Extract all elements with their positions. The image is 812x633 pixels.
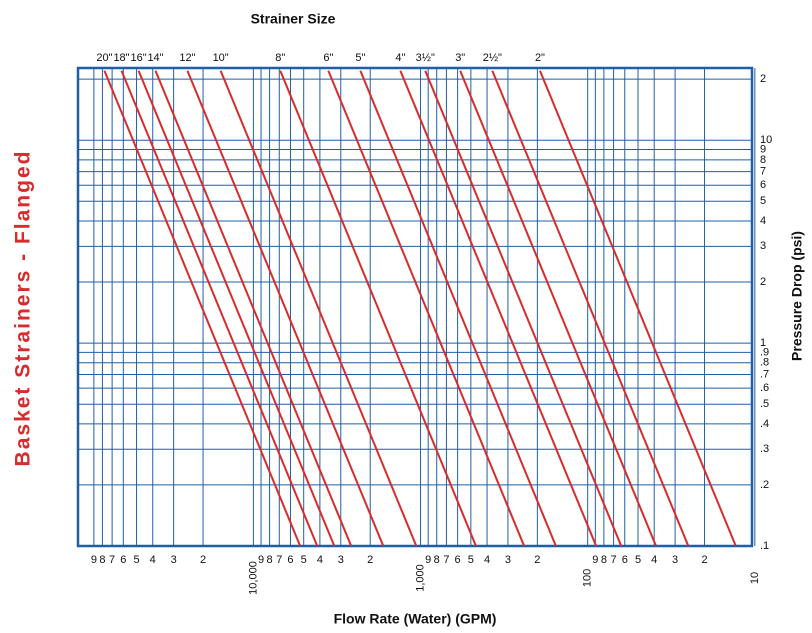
x-tick-label: 4 <box>651 554 657 566</box>
x-tick-label: 2 <box>200 554 206 566</box>
x-tick-label: 6 <box>622 554 628 566</box>
strainer-line <box>539 70 737 547</box>
x-tick-label: 9 <box>592 554 598 566</box>
y-tick-label: .7 <box>760 368 769 380</box>
x-tick-label: 10 <box>749 572 761 584</box>
x-tick-label: 9 <box>91 554 97 566</box>
y-tick-label: 5 <box>760 195 766 207</box>
x-tick-label: 8 <box>267 554 273 566</box>
y-tick-label: 10 <box>760 134 772 146</box>
strainer-line <box>279 70 477 547</box>
x-tick-label: 3 <box>672 554 678 566</box>
legend-label: 20" <box>96 52 112 64</box>
y-tick-label: .6 <box>760 382 769 394</box>
x-tick-label: 9 <box>425 554 431 566</box>
x-tick-label: 9 <box>258 554 264 566</box>
y-tick-label: .2 <box>760 479 769 491</box>
x-tick-label: 6 <box>287 554 293 566</box>
legend-label: 16" <box>131 52 147 64</box>
x-tick-label: 2 <box>367 554 373 566</box>
y-tick-label: 7 <box>760 166 766 178</box>
y-tick-label: 6 <box>760 179 766 191</box>
y-tick-label: 9 <box>760 143 766 155</box>
y-tick-label: 4 <box>760 215 766 227</box>
y-tick-label: .9 <box>760 346 769 358</box>
legend-label: 3½" <box>416 52 435 64</box>
legend-label: 4" <box>395 52 405 64</box>
y-tick-label: 2 <box>760 73 766 85</box>
y-tick-label: .1 <box>760 540 769 552</box>
x-tick-label: 8 <box>434 554 440 566</box>
strainer-line <box>154 70 353 547</box>
x-tick-label: 4 <box>484 554 490 566</box>
x-tick-label: 3 <box>505 554 511 566</box>
y-tick-label: 8 <box>760 154 766 166</box>
x-tick-label: 5 <box>635 554 641 566</box>
strainer-line <box>103 70 302 547</box>
x-tick-label: 4 <box>317 554 323 566</box>
x-tick-label: 5 <box>301 554 307 566</box>
legend-label: 3" <box>455 52 465 64</box>
x-tick-label: 7 <box>443 554 449 566</box>
x-tick-label: 100 <box>582 569 594 587</box>
legend-label: 6" <box>323 52 333 64</box>
y-tick-label: .3 <box>760 443 769 455</box>
legend-label: 10" <box>213 52 229 64</box>
y-tick-label: 1 <box>760 337 766 349</box>
x-tick-label: 7 <box>611 554 617 566</box>
x-tick-label: 2 <box>701 554 707 566</box>
x-tick-label: 1,000 <box>414 564 426 592</box>
x-tick-label: 6 <box>455 554 461 566</box>
x-tick-label: 3 <box>171 554 177 566</box>
x-tick-label: 5 <box>468 554 474 566</box>
strainer-line <box>186 70 385 547</box>
legend-label: 14" <box>147 52 163 64</box>
x-tick-label: 5 <box>133 554 139 566</box>
legend-label: 12" <box>179 52 195 64</box>
y-tick-label: .4 <box>760 418 769 430</box>
x-tick-label: 2 <box>534 554 540 566</box>
y-tick-label: .8 <box>760 357 769 369</box>
strainer-line <box>120 70 319 547</box>
strainer-line <box>491 70 690 547</box>
strainer-line <box>399 70 598 547</box>
x-axis-label: Flow Rate (Water) (GPM) <box>334 611 497 627</box>
plot-border <box>76 66 754 548</box>
legend-label: 8" <box>275 52 285 64</box>
side-title: Basket Strainers - Flanged <box>12 150 35 467</box>
y-tick-label: 3 <box>760 240 766 252</box>
strainer-line <box>424 70 623 547</box>
x-tick-label: 7 <box>109 554 115 566</box>
x-tick-label: 7 <box>276 554 282 566</box>
x-tick-label: 4 <box>150 554 156 566</box>
strainer-line <box>219 70 418 547</box>
legend-label: 5" <box>355 52 365 64</box>
chart-title: Strainer Size <box>251 11 336 27</box>
strainer-line <box>327 70 526 547</box>
strainer-line <box>459 70 657 547</box>
y-tick-label: 2 <box>760 276 766 288</box>
x-tick-label: 6 <box>120 554 126 566</box>
x-tick-label: 8 <box>99 554 105 566</box>
strainer-line <box>137 70 336 547</box>
legend-label: 18" <box>113 52 129 64</box>
y-tick-label: .5 <box>760 398 769 410</box>
strainer-line <box>359 70 557 547</box>
x-tick-label: 3 <box>338 554 344 566</box>
x-tick-label: 8 <box>601 554 607 566</box>
x-tick-label: 10,000 <box>247 561 259 595</box>
y-axis-label: Pressure Drop (psi) <box>789 231 805 361</box>
legend-label: 2" <box>535 52 545 64</box>
legend-label: 2½" <box>483 52 502 64</box>
